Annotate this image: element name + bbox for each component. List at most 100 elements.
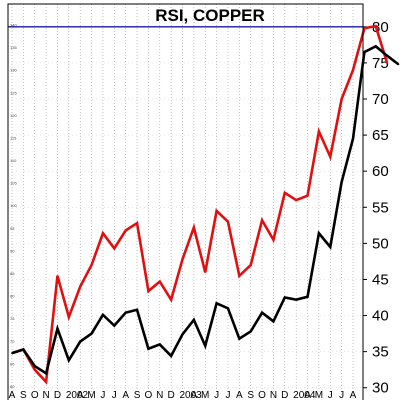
data-point: [56, 275, 59, 277]
data-point: [68, 359, 70, 362]
data-point: [363, 27, 366, 30]
data-point: [33, 365, 36, 367]
data-point: [136, 308, 138, 311]
left-tick-label: 95: [10, 226, 15, 231]
right-tick-label: 40: [372, 308, 389, 325]
x-tick-label: J: [214, 390, 219, 400]
data-point: [284, 296, 286, 299]
right-tick-label: 45: [372, 271, 389, 288]
data-point: [295, 298, 297, 301]
data-point: [340, 98, 343, 100]
left-tick-label: 120: [10, 113, 17, 118]
right-tick-label: 70: [372, 91, 389, 108]
left-tick-label: 80: [10, 294, 15, 299]
left-tick-label: 70: [10, 339, 15, 344]
right-tick-label: 75: [372, 55, 389, 72]
data-point: [124, 229, 127, 232]
x-tick-label: 2003: [180, 390, 203, 400]
data-point: [284, 192, 286, 194]
data-point: [272, 320, 275, 323]
data-point: [363, 51, 366, 53]
x-tick-label: J: [225, 390, 230, 400]
x-tick-label: A: [191, 390, 198, 400]
left-tick-label: 75: [10, 316, 15, 321]
x-tick-label: A: [236, 390, 243, 400]
data-point: [340, 181, 343, 183]
left-tick-label: 135: [10, 45, 17, 50]
data-point: [374, 45, 377, 48]
chart-title: RSI, COPPER: [155, 6, 265, 25]
data-point: [397, 63, 400, 66]
data-point: [204, 345, 207, 347]
data-point: [318, 232, 320, 235]
data-point: [113, 324, 116, 327]
grid: [8, 4, 363, 400]
x-tick-label: A: [350, 390, 357, 400]
data-point: [318, 130, 320, 133]
data-point: [170, 298, 172, 301]
data-point: [193, 319, 195, 321]
x-tick-label: M: [87, 390, 95, 400]
x-tick-label: 2004: [293, 390, 316, 400]
x-tick-label: M: [315, 390, 323, 400]
x-tick-label: J: [100, 390, 105, 400]
x-tick-label: O: [258, 390, 266, 400]
data-point: [147, 347, 150, 350]
data-point: [306, 295, 309, 298]
x-tick-label: D: [54, 390, 61, 400]
left-tick-label: 125: [10, 90, 17, 95]
data-point: [102, 314, 104, 316]
left-tick-label: 110: [10, 158, 17, 163]
data-point: [158, 280, 161, 283]
data-point: [113, 247, 116, 250]
data-point: [193, 226, 195, 229]
data-point: [102, 232, 104, 235]
plot-frame: [7, 3, 364, 400]
left-axis-ticks: 60 65 70 75 80 85 90 95 100 105 110 115 120 125 130 135…: [10, 23, 17, 389]
x-tick-label: N: [42, 390, 49, 400]
right-tick-label: 30: [372, 380, 389, 397]
data-point: [204, 271, 207, 274]
data-point: [124, 311, 127, 314]
series-group: [11, 24, 400, 385]
data-point: [261, 311, 263, 314]
data-point: [158, 343, 161, 346]
left-tick-label: 115: [10, 135, 17, 140]
data-point: [181, 258, 184, 261]
x-tick-label: O: [31, 390, 39, 400]
data-point: [90, 264, 93, 266]
data-point: [227, 307, 229, 310]
data-point: [352, 69, 354, 71]
data-point: [11, 352, 13, 354]
data-point: [56, 327, 59, 330]
left-tick-label: 85: [10, 271, 15, 276]
right-tick-label: 55: [372, 199, 389, 216]
x-tick-label: D: [281, 390, 288, 400]
data-point: [215, 210, 218, 212]
data-point: [329, 246, 332, 248]
right-tick-label: 60: [372, 163, 389, 180]
x-tick-label: A: [122, 390, 129, 400]
left-tick-label: 140: [10, 23, 17, 28]
x-tick-label: S: [247, 390, 254, 400]
data-point: [45, 372, 47, 375]
x-tick-label: N: [270, 390, 277, 400]
left-tick-label: 60: [10, 384, 15, 389]
right-tick-label: 65: [372, 127, 389, 144]
right-tick-label: 50: [372, 235, 389, 252]
x-tick-label: J: [328, 390, 333, 400]
x-tick-label: J: [339, 390, 344, 400]
x-tick-label: N: [156, 390, 163, 400]
data-point: [352, 137, 354, 140]
data-point: [45, 381, 47, 383]
left-tick-label: 90: [10, 248, 15, 253]
data-point: [227, 220, 229, 223]
series-line-1: [11, 24, 389, 385]
data-point: [249, 264, 252, 266]
data-point: [79, 340, 81, 343]
data-point: [386, 62, 388, 64]
data-point: [261, 219, 263, 222]
